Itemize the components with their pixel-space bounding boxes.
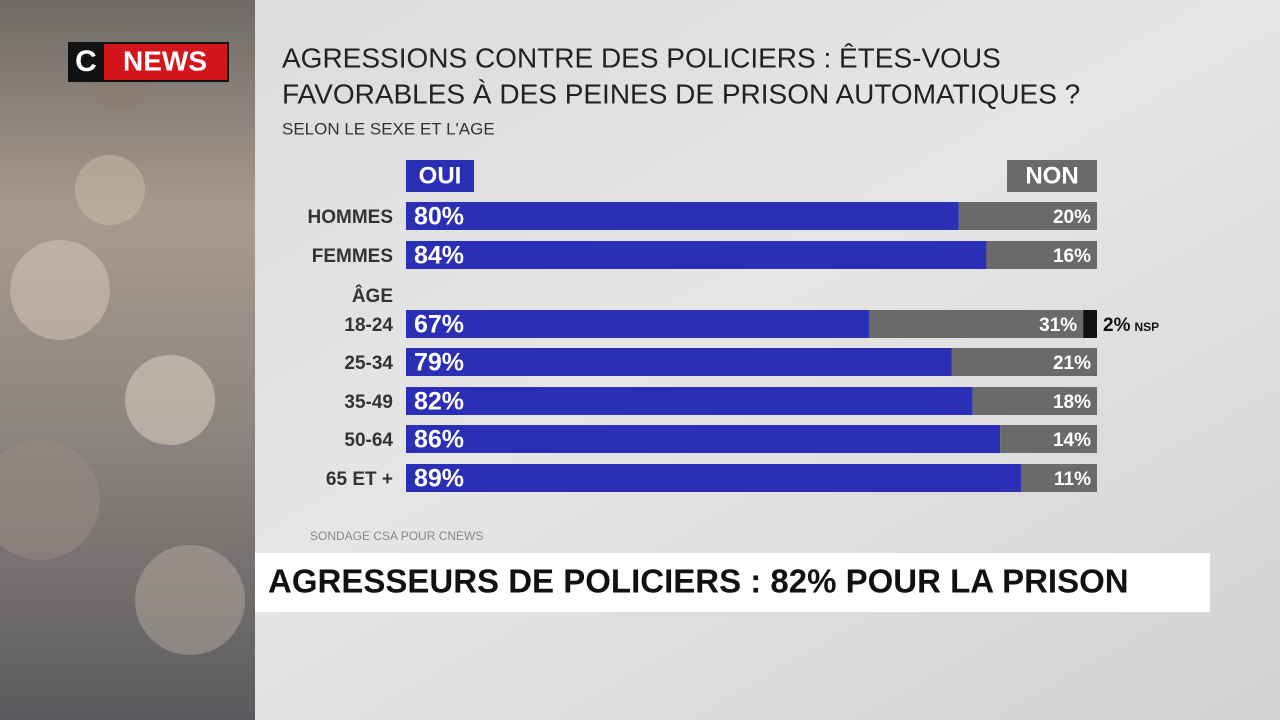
bar-segment	[406, 241, 987, 269]
bar-segment	[1000, 425, 1097, 453]
banner-text: AGRESSEURS DE POLICIERS : 82% POUR LA PR…	[268, 563, 1129, 600]
logo-c: C	[75, 45, 97, 78]
legend-swatch	[406, 160, 474, 192]
value-label: 82%	[414, 388, 464, 416]
value-label: 31%	[1039, 315, 1077, 336]
source: SONDAGE CSA POUR CNEWS	[310, 529, 483, 543]
bar-segment	[406, 348, 952, 376]
category-label: 35-49	[344, 392, 393, 413]
chart-subtitle: SELON LE SEXE ET L'AGE	[282, 119, 495, 138]
value-label: 14%	[1053, 430, 1091, 451]
value-label: 67%	[414, 311, 464, 339]
value-label: 21%	[1053, 353, 1091, 374]
bar-segment	[951, 348, 1097, 376]
bar-segment	[958, 202, 1097, 230]
value-label: 16%	[1053, 246, 1091, 267]
value-label: 80%	[414, 203, 464, 231]
category-label: FEMMES	[312, 246, 393, 267]
bar-segment	[406, 310, 869, 338]
category-label: 18-24	[344, 315, 393, 336]
bar-segment	[1020, 464, 1097, 492]
crowd-blur	[0, 50, 245, 655]
chart-title: AGRESSIONS CONTRE DES POLICIERS : ÊTES-V…	[282, 42, 1001, 73]
bar-segment	[868, 310, 1084, 338]
bar-segment	[1083, 310, 1097, 338]
value-label: 18%	[1053, 392, 1091, 413]
category-label: 50-64	[344, 430, 393, 451]
legend-label: NON	[1025, 162, 1078, 189]
value-label: 79%	[414, 349, 464, 377]
value-label: 84%	[414, 242, 464, 270]
category-label: 65 ET +	[326, 469, 393, 490]
bar-segment	[986, 241, 1097, 269]
logo-red	[104, 44, 227, 80]
value-label: 89%	[414, 465, 464, 493]
category-label: 25-34	[344, 353, 393, 374]
legend-swatch	[1007, 160, 1097, 192]
bar-segment	[406, 464, 1021, 492]
value-label: 2%	[1103, 315, 1131, 336]
banner-box	[255, 553, 1210, 612]
value-label: 20%	[1053, 207, 1091, 228]
chart: OUI NON HOMMES 80% 20% FEMMES 84% 16% 18-24 67% 31…	[308, 160, 1159, 493]
bar-segment	[406, 425, 1001, 453]
bar-segment	[406, 387, 973, 415]
logo-news: NEWS	[123, 45, 207, 76]
group-label: ÂGE	[352, 285, 393, 307]
value-label: 11%	[1054, 469, 1091, 490]
bar-segment	[972, 387, 1097, 415]
chart-title: FAVORABLES À DES PEINES DE PRISON AUTOMA…	[282, 78, 1080, 109]
series-name: NSP	[1134, 320, 1159, 334]
legend-label: OUI	[419, 162, 462, 189]
value-label: 86%	[414, 426, 464, 454]
category-label: HOMMES	[308, 207, 394, 228]
bar-segment	[406, 202, 959, 230]
